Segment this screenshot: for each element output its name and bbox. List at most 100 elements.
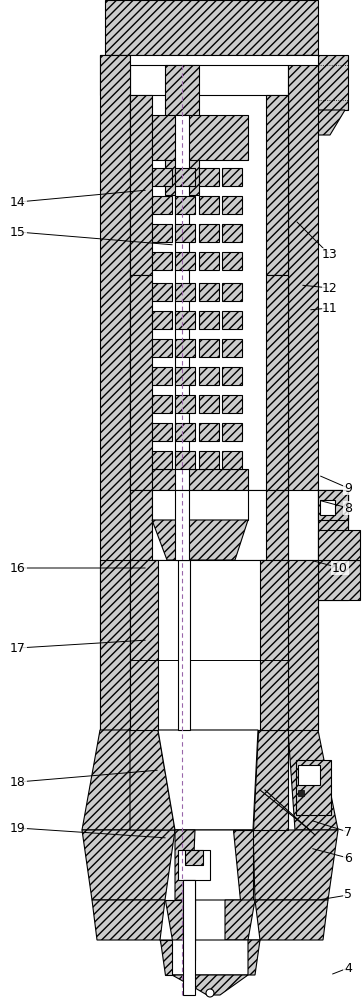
Polygon shape [318,560,360,600]
Circle shape [206,989,214,997]
Polygon shape [175,395,195,413]
Polygon shape [130,95,288,490]
Polygon shape [152,490,248,520]
Polygon shape [199,311,219,329]
Polygon shape [165,65,199,195]
Text: 19: 19 [10,822,26,834]
Polygon shape [222,339,242,357]
Polygon shape [100,55,130,750]
Polygon shape [222,395,242,413]
Polygon shape [130,95,152,275]
Text: 10: 10 [332,562,348,574]
Polygon shape [266,95,288,275]
Polygon shape [222,252,242,270]
Polygon shape [266,275,288,490]
Polygon shape [199,451,219,469]
Text: 18: 18 [10,776,26,788]
Polygon shape [152,423,172,441]
Polygon shape [255,900,328,940]
Text: 13: 13 [322,248,338,261]
Polygon shape [130,560,158,730]
Polygon shape [82,730,148,830]
Polygon shape [288,730,338,830]
Polygon shape [175,196,195,214]
Polygon shape [130,490,288,560]
Polygon shape [222,168,242,186]
Polygon shape [253,830,338,900]
Text: 5: 5 [344,888,352,902]
Polygon shape [175,115,189,490]
Polygon shape [175,490,189,560]
Polygon shape [158,730,258,830]
Text: 11: 11 [322,302,338,314]
Polygon shape [199,339,219,357]
Polygon shape [185,850,203,865]
Polygon shape [165,900,195,940]
Polygon shape [152,367,172,385]
Polygon shape [222,283,242,301]
Polygon shape [100,560,130,730]
Polygon shape [172,975,248,995]
Polygon shape [160,940,260,975]
Polygon shape [296,760,331,815]
Polygon shape [152,395,172,413]
Polygon shape [318,490,348,520]
Polygon shape [175,283,195,301]
Polygon shape [222,423,242,441]
Polygon shape [320,500,335,515]
Polygon shape [183,880,195,995]
Polygon shape [183,880,195,960]
Polygon shape [152,469,248,490]
Polygon shape [298,765,320,785]
Polygon shape [253,730,288,830]
Polygon shape [288,55,318,95]
Polygon shape [222,196,242,214]
Polygon shape [199,196,219,214]
Polygon shape [152,520,248,560]
Polygon shape [222,224,242,242]
Polygon shape [318,530,360,560]
Polygon shape [175,830,253,900]
Polygon shape [233,830,253,900]
Polygon shape [152,311,172,329]
Polygon shape [175,252,195,270]
Text: 12: 12 [322,282,338,294]
Polygon shape [175,423,195,441]
Polygon shape [175,339,195,357]
Polygon shape [260,560,288,730]
Polygon shape [318,490,348,560]
Polygon shape [130,730,175,830]
Polygon shape [130,560,288,730]
Polygon shape [152,196,172,214]
Polygon shape [152,252,172,270]
Text: 4: 4 [344,962,352,974]
Text: 17: 17 [10,642,26,654]
Polygon shape [82,830,175,900]
Polygon shape [175,451,195,469]
Polygon shape [222,451,242,469]
Text: 16: 16 [10,562,26,574]
Polygon shape [152,115,248,160]
Polygon shape [178,560,190,730]
Text: 6: 6 [344,852,352,864]
Polygon shape [199,224,219,242]
Polygon shape [130,275,152,490]
Polygon shape [199,395,219,413]
Polygon shape [105,0,318,55]
Polygon shape [100,55,130,95]
Polygon shape [158,730,258,830]
Polygon shape [152,283,172,301]
Polygon shape [92,900,165,940]
Text: 7: 7 [344,826,352,838]
Polygon shape [288,55,318,490]
Text: 15: 15 [10,226,26,238]
Polygon shape [199,252,219,270]
Polygon shape [199,367,219,385]
Text: 8: 8 [344,502,352,514]
Polygon shape [199,168,219,186]
Polygon shape [318,55,348,110]
Polygon shape [298,790,304,796]
Polygon shape [152,168,172,186]
Polygon shape [175,311,195,329]
Polygon shape [199,283,219,301]
